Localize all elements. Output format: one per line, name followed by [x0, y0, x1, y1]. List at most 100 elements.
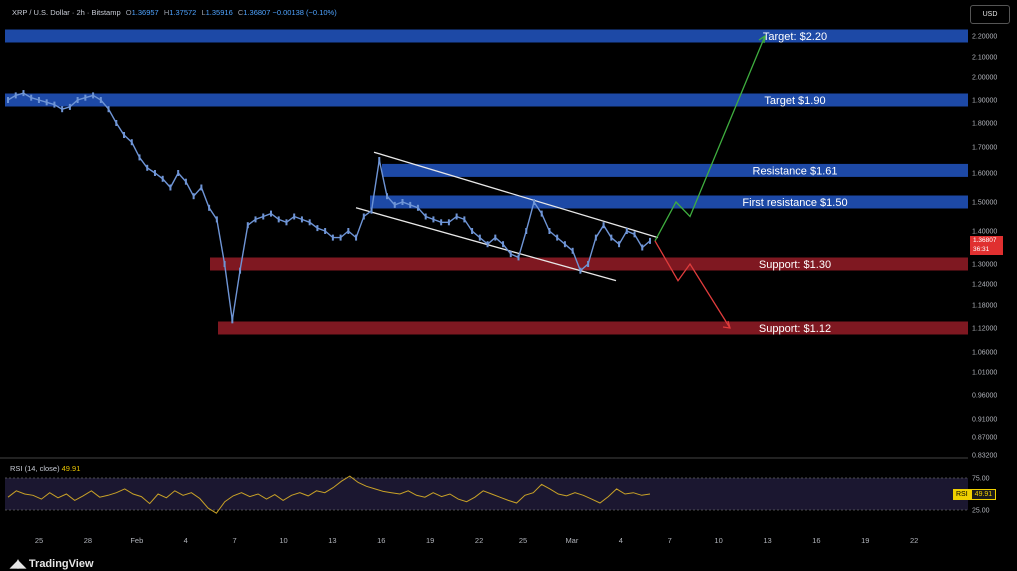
tradingview-logo[interactable]: ◢◣ TradingView [10, 557, 94, 571]
price-candle [339, 234, 342, 241]
time-tick-label: 4 [184, 536, 188, 545]
price-candle [525, 228, 528, 234]
price-candle [509, 251, 512, 258]
price-candle [471, 228, 474, 234]
time-tick-label: 13 [328, 536, 336, 545]
price-candle [76, 97, 79, 103]
price-candle [7, 97, 9, 103]
price-candle [424, 213, 427, 220]
price-candle [347, 228, 350, 234]
price-tick-label: 1.06000 [972, 350, 997, 357]
price-candle [130, 139, 133, 146]
symbol-name[interactable]: XRP / U.S. Dollar · 2h · Bitstamp [12, 8, 121, 17]
channel-lower-line [355, 207, 617, 282]
price-candle [53, 101, 56, 108]
price-candle [571, 247, 574, 254]
close-value: 1.36807 [243, 8, 271, 17]
time-tick-label: 25 [519, 536, 527, 545]
price-series [7, 90, 651, 324]
price-candle [362, 213, 365, 220]
price-candle [123, 132, 126, 138]
price-candle [146, 164, 149, 171]
last-price-tag: 1.36807 36:31 [970, 236, 1003, 255]
rsi-tick-label: 25.00 [972, 508, 990, 515]
price-candle [324, 228, 327, 234]
price-candle [502, 241, 505, 248]
level-label: Support: $1.12 [759, 323, 831, 335]
time-axis: 25 28 Feb 4 7 10 13 16 19 22 25 Mar 4 7 10 13 16 19 22 [35, 536, 919, 545]
tradingview-icon: ◢◣ [10, 558, 26, 570]
bearish-arrowhead-icon [722, 320, 731, 329]
price-candle [401, 199, 404, 205]
price-candle [463, 216, 466, 223]
rsi-tag-label: RSI [953, 489, 971, 500]
level-label: Target: $2.20 [763, 31, 827, 43]
price-candle [254, 216, 257, 223]
price-candle [486, 241, 489, 248]
price-tick-label: 0.91000 [972, 417, 997, 424]
price-tick-label: 0.87000 [972, 435, 997, 442]
price-candle [649, 237, 651, 244]
price-candle [30, 94, 33, 101]
price-axis: 2.20000 2.10000 2.00000 1.90000 1.80000 1.700… [972, 34, 997, 460]
price-candle [223, 261, 226, 267]
price-candle [455, 213, 458, 220]
price-candle [45, 99, 48, 106]
price-tick-label: 0.83200 [972, 453, 997, 460]
price-candle [610, 234, 613, 241]
time-tick-label: Mar [565, 536, 578, 545]
price-tick-label: 1.40000 [972, 229, 997, 236]
price-candle [277, 216, 280, 223]
price-candle [409, 201, 412, 208]
price-candle [115, 120, 118, 126]
price-candle [84, 94, 87, 101]
price-tick-label: 1.90000 [972, 98, 997, 105]
bullish-arrowhead-icon [758, 34, 766, 44]
price-candle [184, 178, 187, 185]
time-tick-label: Feb [130, 536, 143, 545]
price-candle [641, 244, 644, 251]
price-candle [548, 228, 551, 234]
level-label: Resistance $1.61 [753, 165, 838, 177]
bullish-scenario-arrow [654, 35, 766, 242]
high-value: 1.37572 [169, 8, 197, 17]
level-band [382, 163, 968, 177]
rsi-tag-value: 49.91 [970, 489, 997, 500]
time-tick-label: 4 [619, 536, 623, 545]
price-candle [169, 184, 172, 191]
price-candle [587, 261, 590, 267]
price-candle [393, 201, 396, 208]
price-candle [246, 222, 249, 229]
price-candle [316, 225, 319, 232]
price-candle [308, 219, 311, 226]
price-candle [478, 234, 481, 241]
rsi-tick-label: 75.00 [972, 476, 990, 483]
time-tick-label: 10 [279, 536, 287, 545]
time-tick-label: 19 [861, 536, 869, 545]
price-candle [107, 106, 110, 113]
time-tick-label: 13 [763, 536, 771, 545]
time-tick-label: 19 [426, 536, 434, 545]
price-tick-label: 2.00000 [972, 75, 997, 82]
price-tick-label: 1.30000 [972, 262, 997, 269]
price-candle [517, 254, 520, 261]
price-candle [331, 234, 334, 241]
price-candle [161, 175, 164, 182]
price-candle [594, 234, 597, 241]
price-candle [602, 222, 605, 229]
price-candle [386, 193, 389, 200]
price-candle [239, 267, 242, 274]
price-tick-label: 1.70000 [972, 145, 997, 152]
rsi-legend-value: 49.91 [61, 464, 81, 473]
price-candle [192, 193, 195, 200]
price-candle [540, 210, 543, 217]
rsi-legend[interactable]: RSI (14, close) 49.91 [10, 464, 80, 473]
price-candle [556, 234, 559, 241]
price-tick-label: 1.60000 [972, 171, 997, 178]
brand-name: TradingView [28, 557, 94, 570]
level-bands: Target: $2.20 Target $1.90 Resistance $1.6… [5, 29, 968, 335]
price-candle [22, 90, 25, 97]
price-candle [200, 184, 203, 191]
currency-button[interactable]: USD [970, 5, 1010, 24]
